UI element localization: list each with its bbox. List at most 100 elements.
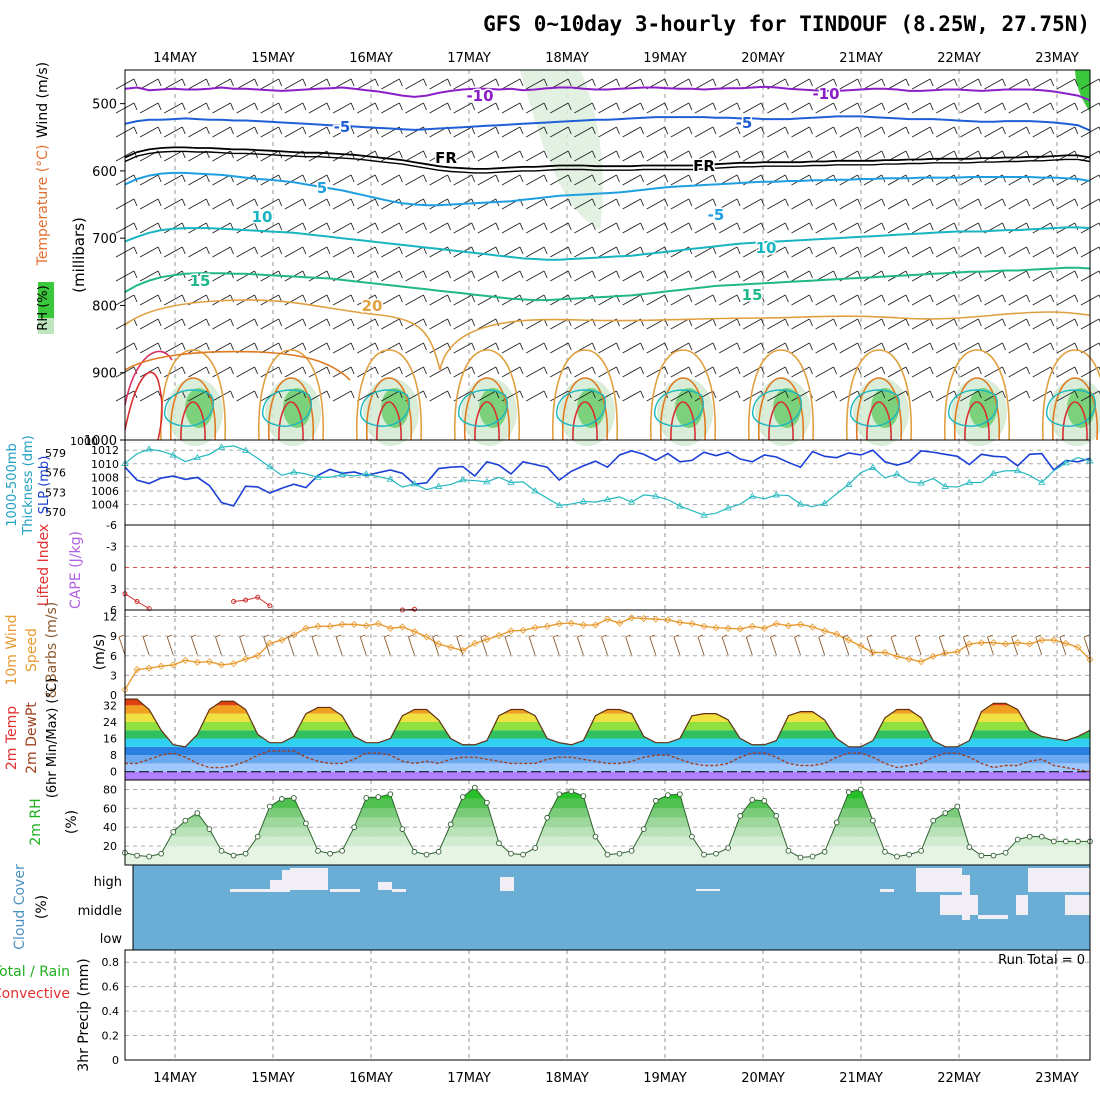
wind-barb — [911, 342, 934, 354]
wind-barb — [188, 318, 210, 330]
thickness-marker — [1062, 459, 1070, 466]
wind-barb — [1011, 634, 1019, 656]
wind-barb — [525, 174, 548, 186]
wind-barb — [405, 318, 427, 330]
panel-ylabel: (%) — [34, 895, 50, 919]
wind-speed-marker — [254, 652, 262, 660]
ytick-label: 8 — [110, 749, 117, 762]
wind-barb — [501, 270, 524, 282]
wind-barb — [453, 174, 476, 186]
rh-marker — [701, 851, 707, 858]
wind-barb — [236, 270, 259, 282]
rh-marker — [266, 803, 273, 810]
wind-speed-marker — [350, 620, 358, 628]
thickness-marker — [869, 463, 877, 470]
wind-barb — [694, 390, 717, 402]
date-tick-bottom: 14MAY — [153, 1071, 197, 1086]
wind-speed-marker — [1074, 643, 1082, 651]
wind-barb — [164, 342, 186, 354]
wind-speed-marker — [1026, 640, 1034, 648]
rh-marker — [930, 817, 937, 824]
wind-barb — [480, 634, 488, 656]
wind-barb — [236, 102, 259, 114]
temp-contour-FR — [124, 146, 1091, 170]
ytick-label: 9 — [110, 630, 117, 643]
rh-marker — [966, 844, 973, 850]
wind-barb — [550, 102, 572, 114]
ytick-label: 1000 — [70, 435, 98, 448]
unit-label: (m/s) — [92, 634, 108, 671]
rh-marker — [351, 824, 358, 831]
wind-barb — [842, 634, 850, 656]
wind-speed-marker — [953, 648, 961, 656]
wind-barb — [1008, 198, 1031, 210]
thickness-marker — [965, 478, 974, 485]
wind-speed-marker — [567, 619, 575, 627]
slp-line — [124, 449, 1091, 507]
ytick-label: 1006 — [91, 485, 119, 498]
temp-contour-darkorange — [659, 377, 707, 441]
wind-barb — [598, 198, 620, 210]
wind-barb — [598, 102, 620, 114]
wind-barb — [164, 198, 186, 210]
wind-barb — [308, 126, 331, 138]
wind-barb — [839, 294, 862, 306]
wind-barb — [598, 78, 620, 90]
wind-barb — [960, 318, 982, 330]
ytick-label: 3 — [110, 669, 117, 682]
wind-barb — [815, 78, 838, 90]
wind-barb — [936, 102, 958, 114]
wind-barb — [598, 342, 620, 354]
wind-barb — [984, 150, 1006, 162]
wind-barb — [767, 270, 789, 282]
wind-barb — [212, 390, 234, 402]
wind-barb — [718, 318, 741, 330]
wind-barb — [574, 174, 596, 186]
wind-barb — [598, 270, 620, 282]
wind-barb — [791, 366, 813, 378]
wind-barb — [501, 150, 524, 162]
wind-barb — [1056, 174, 1079, 186]
wind-barb — [670, 318, 693, 330]
wind-barb — [405, 78, 427, 90]
wind-barb — [453, 318, 476, 330]
wind-barb — [525, 366, 548, 378]
wind-barb — [911, 318, 934, 330]
wind-barb — [911, 246, 934, 258]
ytick-label: -6 — [106, 519, 117, 532]
rh-marker — [327, 850, 333, 857]
wind-barb — [284, 294, 307, 306]
wind-barb — [188, 246, 210, 258]
wind-barb — [381, 150, 403, 162]
temp-band — [125, 730, 1090, 739]
wind-barb — [960, 126, 982, 138]
thickness-marker — [434, 482, 443, 489]
contour-label: 15 — [742, 286, 763, 304]
wind-barb — [646, 294, 669, 306]
wind-barb — [866, 634, 874, 656]
wind-barb — [694, 150, 717, 162]
rh-marker — [664, 792, 671, 798]
wind-barb — [718, 126, 741, 138]
wind-barb — [743, 102, 765, 114]
temp-line — [125, 698, 1091, 748]
wind-barb — [767, 366, 789, 378]
wind-speed-marker — [193, 658, 201, 666]
rh-marker — [1038, 833, 1045, 840]
wind-speed-marker — [157, 662, 165, 670]
wind-barb — [670, 150, 693, 162]
wind-barb — [429, 78, 452, 90]
wind-barb — [670, 198, 693, 210]
wind-speed-marker — [145, 664, 153, 672]
rh-marker — [471, 784, 478, 791]
wind-speed-marker — [205, 658, 214, 666]
wind-barb — [887, 78, 910, 90]
contour-label: FR — [435, 149, 457, 167]
wind-barb — [622, 78, 645, 90]
wind-barb — [260, 342, 283, 354]
wind-barb — [1032, 270, 1055, 282]
wind-barb — [984, 342, 1006, 354]
ytick-label: 16 — [103, 733, 117, 746]
